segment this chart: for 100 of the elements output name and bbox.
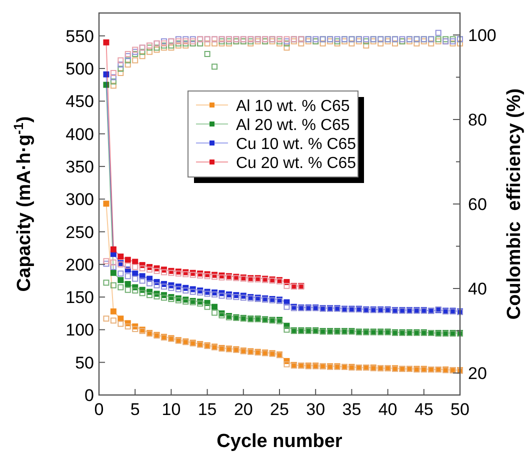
- point: [298, 40, 304, 46]
- point: [212, 40, 218, 46]
- point: [118, 254, 124, 260]
- y-tick-label: 50: [75, 353, 94, 372]
- point: [378, 40, 384, 46]
- y-tick-label: 200: [66, 255, 94, 274]
- point: [132, 288, 138, 294]
- point: [110, 308, 116, 314]
- point: [103, 82, 110, 88]
- point: [132, 276, 138, 282]
- point: [124, 262, 131, 269]
- point: [139, 278, 146, 284]
- point: [218, 292, 225, 299]
- point: [132, 270, 138, 277]
- point: [204, 40, 210, 46]
- point: [160, 269, 167, 276]
- x-tick-label: 15: [198, 400, 217, 419]
- point: [110, 282, 116, 288]
- point: [139, 265, 146, 272]
- point: [146, 280, 153, 286]
- point: [204, 50, 210, 57]
- legend-label: Al 20 wt. % C65: [236, 117, 350, 134]
- legend-label: Cu 10 wt. % C65: [236, 136, 356, 153]
- point: [160, 284, 167, 290]
- point: [139, 53, 146, 60]
- point: [124, 57, 131, 64]
- point: [146, 48, 153, 55]
- point: [118, 270, 124, 277]
- point: [110, 318, 116, 324]
- point: [110, 74, 116, 80]
- point: [154, 293, 160, 300]
- y-tick-label: 550: [66, 26, 94, 46]
- point: [110, 82, 116, 89]
- x-tick-label: 45: [414, 400, 434, 419]
- point: [284, 326, 290, 333]
- point: [110, 70, 116, 76]
- y2-axis-title: Coulombic efficiency (%): [504, 88, 525, 320]
- x-tick-label: 5: [130, 400, 140, 419]
- point: [124, 50, 131, 57]
- y2-tick-label: 20: [468, 364, 487, 384]
- point: [124, 286, 131, 293]
- point: [124, 53, 131, 60]
- point: [118, 320, 124, 327]
- point: [103, 316, 110, 322]
- point: [175, 42, 182, 49]
- point: [103, 39, 110, 46]
- y-tick-label: 250: [66, 222, 94, 242]
- point: [212, 64, 218, 70]
- x-tick-label: 30: [306, 400, 326, 419]
- point: [160, 294, 167, 301]
- point: [103, 200, 110, 207]
- x-tick-label: 35: [342, 400, 362, 419]
- point: [212, 310, 218, 316]
- point: [124, 256, 131, 263]
- y2-tick-label: 60: [468, 195, 487, 214]
- point: [190, 288, 196, 295]
- point: [182, 288, 189, 294]
- y-tick-label: 150: [66, 288, 94, 308]
- point: [348, 40, 355, 46]
- y-tick-label: 350: [66, 157, 94, 176]
- y-tick-label: 300: [66, 190, 94, 210]
- point: [103, 280, 110, 286]
- point: [132, 326, 138, 332]
- y-tick-label: 400: [66, 124, 94, 144]
- point: [363, 42, 370, 49]
- point: [132, 264, 138, 270]
- point: [118, 277, 124, 284]
- x-tick-label: 20: [234, 400, 253, 419]
- point: [124, 280, 131, 287]
- y-tick-label: 0: [84, 386, 94, 405]
- point: [110, 259, 116, 266]
- point: [146, 292, 153, 298]
- point: [110, 264, 116, 270]
- point: [204, 304, 210, 310]
- point: [168, 284, 174, 291]
- legend-label: Al 10 wt. % C65: [236, 98, 350, 115]
- point: [124, 273, 131, 280]
- point: [284, 304, 290, 310]
- x-tick-label: 50: [450, 400, 470, 419]
- point: [154, 268, 160, 274]
- point: [110, 270, 116, 276]
- point: [103, 71, 110, 78]
- x-tick-label: 10: [162, 400, 181, 419]
- point: [124, 323, 131, 330]
- point: [212, 304, 218, 310]
- point: [428, 40, 434, 46]
- point: [118, 284, 124, 290]
- point: [118, 66, 124, 72]
- y-tick-label: 100: [66, 320, 94, 340]
- point: [118, 62, 124, 68]
- y2-tick-label: 100: [468, 26, 496, 45]
- point: [435, 30, 442, 36]
- point: [154, 282, 160, 288]
- point: [284, 44, 290, 51]
- point: [110, 78, 116, 84]
- point: [132, 57, 138, 64]
- point: [284, 361, 290, 368]
- point: [320, 40, 326, 46]
- point: [175, 286, 182, 292]
- point: [118, 70, 124, 76]
